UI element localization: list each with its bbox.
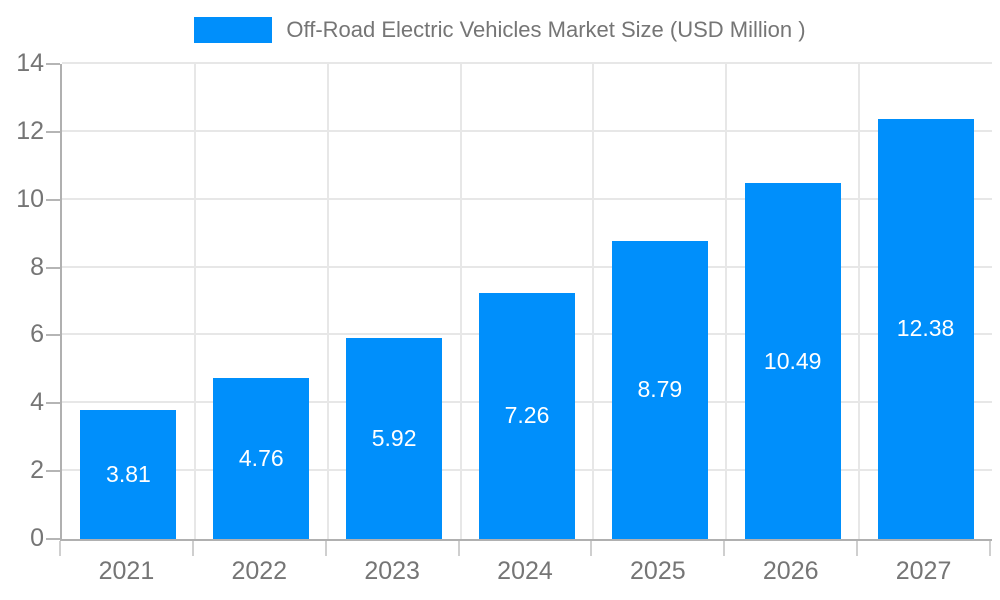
bar-2027[interactable]: 12.38 (877, 118, 974, 539)
gridline-vertical (193, 64, 196, 539)
gridline-vertical (459, 64, 462, 539)
gridline-vertical (326, 64, 329, 539)
x-tick-label: 2021 (98, 557, 155, 585)
bar-value-label: 8.79 (637, 376, 683, 403)
bar-value-label: 3.81 (106, 460, 151, 487)
y-axis-labels: 0 2 4 6 8 10 12 14 (0, 0, 44, 600)
x-tick-mark (191, 541, 194, 556)
y-tick-label: 10 (16, 184, 44, 213)
bar-2023[interactable]: 5.92 (346, 338, 443, 539)
y-tick-label: 4 (30, 388, 44, 417)
bar-value-label: 12.38 (896, 315, 955, 342)
y-tick-label: 0 (30, 524, 44, 552)
chart-title: Off-Road Electric Vehicles Market Size (… (286, 17, 806, 42)
y-tick-mark (46, 198, 60, 201)
gridline-vertical (725, 64, 728, 539)
bar-2025[interactable]: 8.79 (611, 240, 708, 539)
bar-2024[interactable]: 7.26 (479, 292, 575, 539)
y-tick-mark (46, 538, 60, 540)
x-tick-mark (590, 541, 593, 556)
x-tick-mark (59, 541, 61, 556)
bar-2021[interactable]: 3.81 (80, 409, 177, 539)
x-tick-label: 2025 (630, 557, 686, 585)
legend[interactable]: Off-Road Electric Vehicles Market Size (… (0, 14, 1000, 46)
x-tick-mark (723, 541, 726, 556)
y-tick-mark (46, 470, 60, 473)
y-tick-label: 8 (30, 252, 44, 281)
x-tick-label: 2024 (497, 557, 553, 585)
bar-2022[interactable]: 4.76 (213, 377, 310, 539)
y-tick-mark (46, 402, 60, 405)
x-tick-mark (324, 541, 327, 556)
bar-value-label: 10.49 (763, 347, 822, 374)
y-tick-label: 6 (30, 320, 44, 349)
y-tick-mark (46, 130, 60, 133)
x-tick-label: 2023 (364, 557, 420, 585)
y-tick-mark (46, 63, 60, 65)
x-tick-label: 2027 (895, 557, 952, 585)
y-tick-mark (46, 334, 60, 337)
gridline-vertical (858, 64, 861, 539)
y-tick-mark (46, 266, 60, 269)
gridline-vertical (592, 64, 595, 539)
bar-value-label: 7.26 (504, 402, 550, 429)
gridline-horizontal (62, 197, 992, 200)
bar-value-label: 5.92 (371, 425, 417, 452)
x-tick-mark (856, 541, 859, 556)
bar-2026[interactable]: 10.49 (744, 183, 841, 539)
bar-value-label: 4.76 (238, 444, 284, 471)
x-tick-mark (989, 541, 991, 556)
gridline-horizontal (62, 265, 992, 268)
legend-swatch (194, 17, 273, 43)
gridline-horizontal (62, 62, 992, 64)
y-tick-label: 12 (16, 116, 44, 145)
x-tick-label: 2026 (762, 557, 819, 585)
x-tick-mark (457, 541, 460, 556)
y-tick-label: 14 (16, 49, 44, 77)
plot-area: 3.81 4.76 5.92 7.26 8.79 10.49 12.38 (60, 62, 992, 541)
y-tick-label: 2 (30, 456, 44, 485)
gridline-horizontal (62, 129, 992, 132)
x-tick-label: 2022 (231, 557, 288, 585)
